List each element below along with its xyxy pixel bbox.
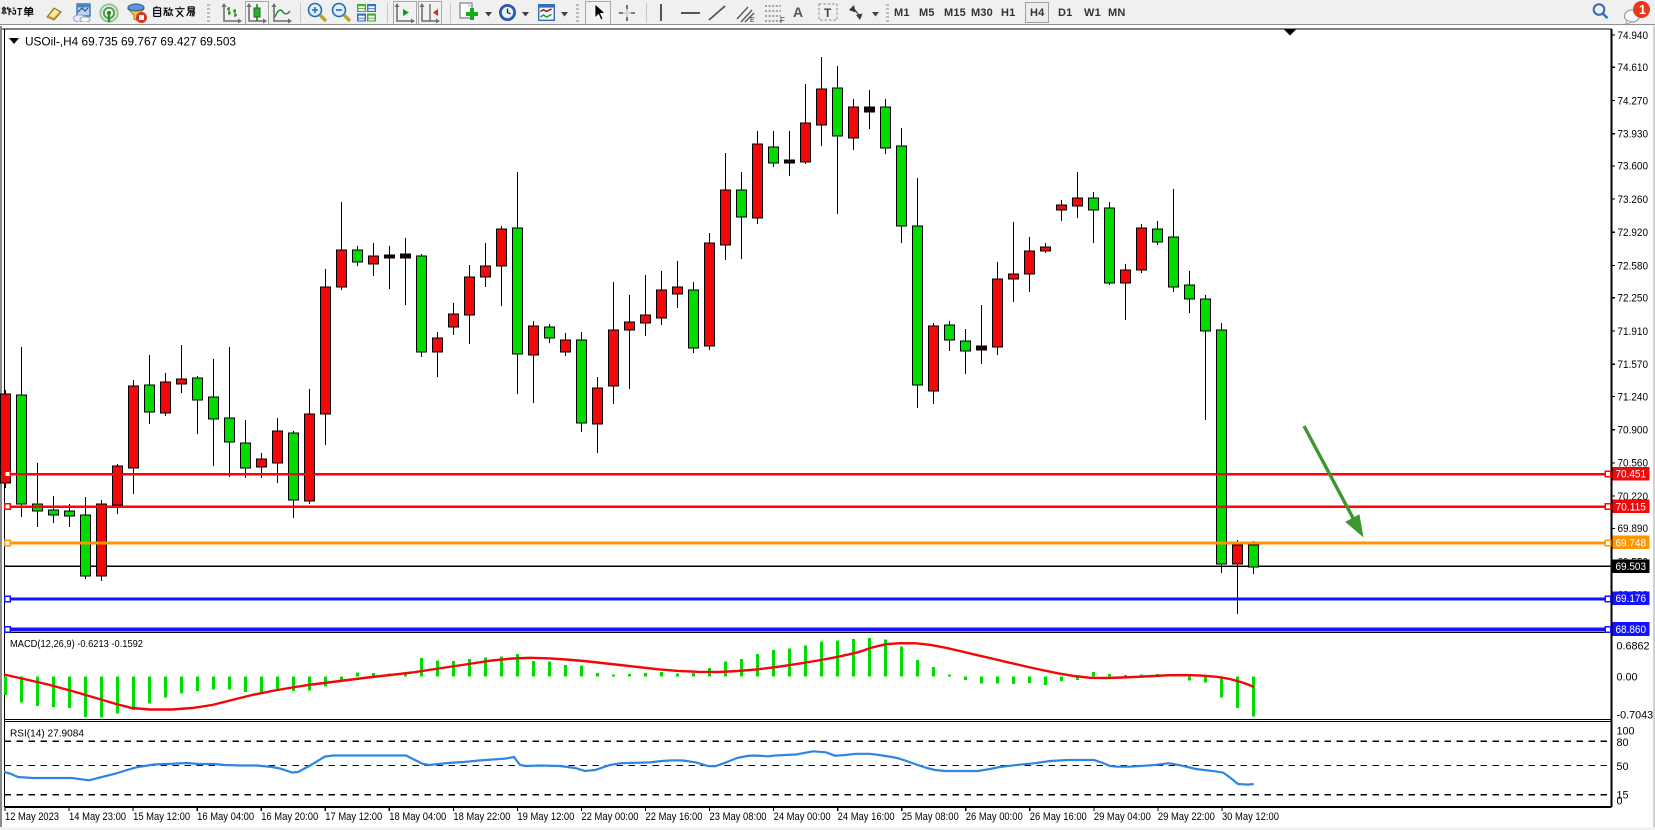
svg-text:16 May 04:00: 16 May 04:00: [197, 811, 254, 823]
svg-text:-0.7043: -0.7043: [1617, 709, 1654, 721]
svg-text:72.250: 72.250: [1618, 293, 1649, 305]
svg-text:70.115: 70.115: [1616, 501, 1647, 513]
svg-text:0.6862: 0.6862: [1617, 640, 1650, 652]
svg-text:100: 100: [1617, 725, 1635, 737]
svg-text:22 May 00:00: 22 May 00:00: [581, 811, 638, 823]
svg-text:24 May 16:00: 24 May 16:00: [838, 811, 895, 823]
svg-text:69.503: 69.503: [1616, 561, 1647, 573]
svg-text:F: F: [780, 16, 785, 23]
svg-text:29 May 04:00: 29 May 04:00: [1094, 811, 1151, 823]
svg-text:68.860: 68.860: [1616, 624, 1647, 636]
svg-text:69.176: 69.176: [1616, 593, 1647, 605]
svg-text:15: 15: [1617, 789, 1629, 801]
svg-text:71.570: 71.570: [1618, 359, 1649, 371]
svg-text:26 May 00:00: 26 May 00:00: [966, 811, 1023, 823]
svg-text:14 May 23:00: 14 May 23:00: [69, 811, 126, 823]
svg-text:22 May 16:00: 22 May 16:00: [646, 811, 703, 823]
svg-text:MACD(12,26,9) -0.6213 -0.1592: MACD(12,26,9) -0.6213 -0.1592: [10, 639, 143, 650]
svg-text:1: 1: [1639, 3, 1646, 17]
svg-text:73.930: 73.930: [1618, 128, 1649, 140]
svg-text:74.610: 74.610: [1618, 62, 1649, 74]
svg-text:50: 50: [1617, 761, 1629, 773]
svg-text:15 May 12:00: 15 May 12:00: [133, 811, 190, 823]
svg-text:0: 0: [1617, 795, 1623, 807]
svg-text:70.560: 70.560: [1618, 458, 1649, 470]
svg-text:71.910: 71.910: [1618, 326, 1649, 338]
svg-text:73.260: 73.260: [1618, 194, 1649, 206]
svg-text:72.920: 72.920: [1618, 227, 1649, 239]
svg-text:29 May 22:00: 29 May 22:00: [1158, 811, 1215, 823]
svg-text:26 May 16:00: 26 May 16:00: [1030, 811, 1087, 823]
svg-text:74.940: 74.940: [1618, 30, 1649, 42]
svg-text:71.240: 71.240: [1618, 391, 1649, 403]
svg-text:30 May 12:00: 30 May 12:00: [1222, 811, 1279, 823]
svg-text:0.00: 0.00: [1617, 671, 1638, 683]
svg-text:69.748: 69.748: [1616, 537, 1647, 549]
svg-text:18 May 22:00: 18 May 22:00: [453, 811, 510, 823]
svg-text:73.600: 73.600: [1618, 161, 1649, 173]
svg-text:25 May 08:00: 25 May 08:00: [902, 811, 959, 823]
svg-text:16 May 20:00: 16 May 20:00: [261, 811, 318, 823]
svg-text:74.270: 74.270: [1618, 95, 1649, 107]
svg-text:70.451: 70.451: [1616, 469, 1647, 481]
svg-text:18 May 04:00: 18 May 04:00: [389, 811, 446, 823]
svg-text:RSI(14) 27.9084: RSI(14) 27.9084: [10, 729, 84, 740]
svg-text:69.890: 69.890: [1618, 523, 1649, 535]
svg-text:80: 80: [1617, 737, 1629, 749]
svg-text:T: T: [824, 6, 832, 20]
svg-text:12 May 2023: 12 May 2023: [5, 811, 59, 823]
svg-text:E: E: [750, 17, 755, 23]
svg-text:17 May 12:00: 17 May 12:00: [325, 811, 382, 823]
svg-text:23 May 08:00: 23 May 08:00: [710, 811, 767, 823]
svg-text:24 May 00:00: 24 May 00:00: [774, 811, 831, 823]
svg-text:19 May 12:00: 19 May 12:00: [517, 811, 574, 823]
svg-text:70.900: 70.900: [1618, 424, 1649, 436]
svg-text:72.580: 72.580: [1618, 260, 1649, 272]
svg-text:USOil-,H4 69.735 69.767 69.42: USOil-,H4 69.735 69.767 69.427 69.503: [25, 35, 236, 49]
